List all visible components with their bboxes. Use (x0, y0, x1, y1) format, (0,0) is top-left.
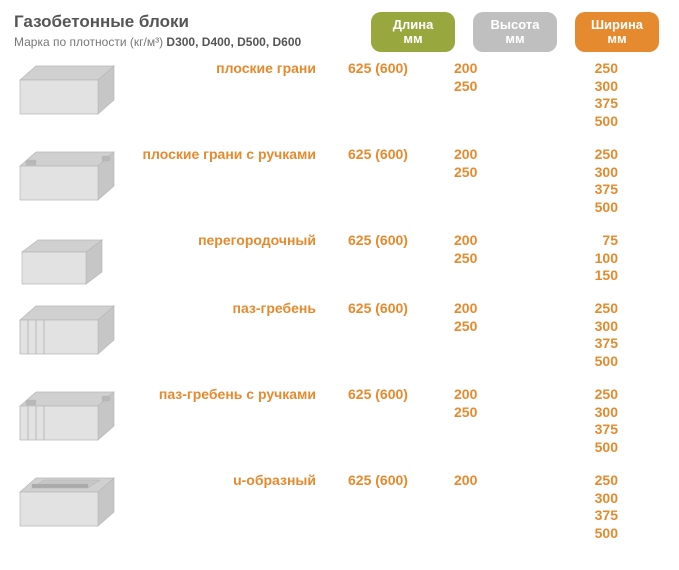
block-icon (14, 58, 126, 118)
title-block: Газобетонные блоки Марка по плотности (к… (14, 12, 354, 49)
header-pills: Длина мм Высота мм Ширина мм (371, 12, 679, 52)
width-value: 250 300 375 500 (538, 470, 644, 542)
block-icon (14, 298, 126, 358)
table-row: u-образный625 (600)200250 300 375 500 (14, 470, 679, 550)
pill-height: Высота мм (473, 12, 557, 52)
block-icon (14, 384, 126, 444)
length-value: 625 (600) (326, 384, 432, 404)
length-value: 625 (600) (326, 470, 432, 490)
title: Газобетонные блоки (14, 12, 354, 32)
width-value: 250 300 375 500 (538, 298, 644, 370)
block-icon (14, 470, 126, 530)
width-value: 75 100 150 (538, 230, 644, 285)
row-label: u-образный (126, 470, 326, 488)
table-row: перегородочный625 (600)200 25075 100 150 (14, 230, 679, 292)
height-value: 200 (432, 470, 538, 490)
pill-l2: мм (607, 32, 626, 46)
row-label: плоские грани (126, 58, 326, 76)
subtitle-bold: D300, D400, D500, D600 (166, 35, 301, 49)
row-label: перегородочный (126, 230, 326, 248)
pill-l2: мм (505, 32, 524, 46)
header: Газобетонные блоки Марка по плотности (к… (14, 12, 679, 52)
length-value: 625 (600) (326, 144, 432, 164)
width-value: 250 300 375 500 (538, 144, 644, 216)
pill-length: Длина мм (371, 12, 455, 52)
rows: плоские грани625 (600)200 250250 300 375… (14, 58, 679, 550)
width-value: 250 300 375 500 (538, 384, 644, 456)
subtitle: Марка по плотности (кг/м³) D300, D400, D… (14, 35, 354, 49)
height-value: 200 250 (432, 144, 538, 181)
row-label: паз-гребень с ручками (126, 384, 326, 402)
block-icon (14, 144, 126, 204)
width-value: 250 300 375 500 (538, 58, 644, 130)
block-icon (14, 230, 126, 290)
row-label: плоские грани с ручками (126, 144, 326, 162)
pill-l1: Высота (491, 18, 540, 32)
height-value: 200 250 (432, 230, 538, 267)
row-label: паз-гребень (126, 298, 326, 316)
pill-l1: Ширина (591, 18, 643, 32)
table-row: плоские грани625 (600)200 250250 300 375… (14, 58, 679, 138)
table-row: паз-гребень с ручками625 (600)200 250250… (14, 384, 679, 464)
height-value: 200 250 (432, 298, 538, 335)
pill-l1: Длина (393, 18, 434, 32)
table-row: плоские грани с ручками625 (600)200 2502… (14, 144, 679, 224)
table-row: паз-гребень625 (600)200 250250 300 375 5… (14, 298, 679, 378)
length-value: 625 (600) (326, 298, 432, 318)
subtitle-plain: Марка по плотности (кг/м³) (14, 35, 166, 49)
page: Газобетонные блоки Марка по плотности (к… (0, 0, 679, 550)
length-value: 625 (600) (326, 230, 432, 250)
length-value: 625 (600) (326, 58, 432, 78)
height-value: 200 250 (432, 58, 538, 95)
height-value: 200 250 (432, 384, 538, 421)
pill-l2: мм (403, 32, 422, 46)
pill-width: Ширина мм (575, 12, 659, 52)
